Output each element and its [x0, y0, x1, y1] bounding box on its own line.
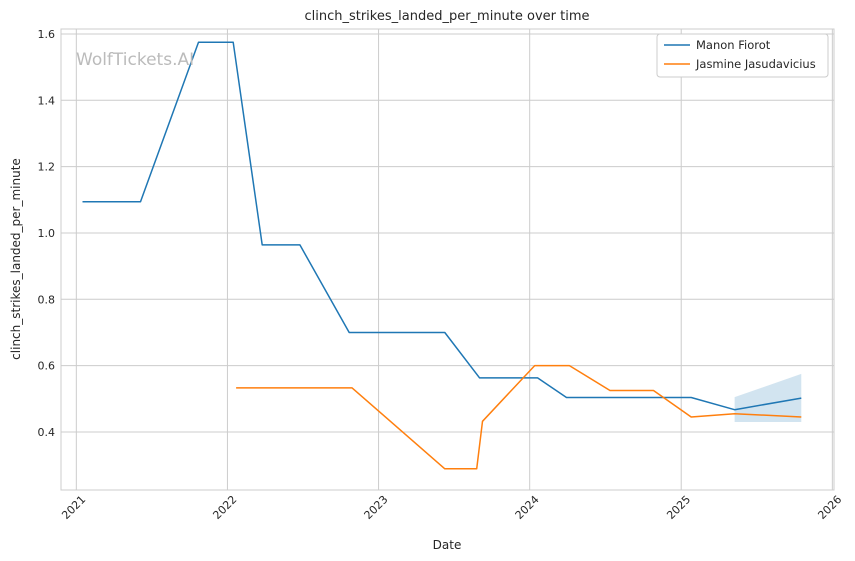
y-tick-label: 1.2 [38, 161, 56, 174]
legend-label-jasmine-jasudavicius: Jasmine Jasudavicius [695, 57, 816, 71]
y-tick-label: 1.0 [38, 227, 56, 240]
x-tick-label: 2024 [513, 493, 542, 522]
series-line-1 [236, 364, 802, 470]
y-tick-label: 1.4 [38, 94, 56, 107]
legend: Manon Fiorot Jasmine Jasudavicius [656, 33, 829, 78]
y-axis-label: clinch_strikes_landed_per_minute [9, 158, 23, 360]
x-tick-label: 2021 [59, 493, 88, 522]
y-tick-label: 1.6 [38, 28, 56, 41]
series-line-0 [82, 41, 802, 411]
y-tick-label: 0.4 [38, 426, 56, 439]
y-tick-label: 0.6 [38, 360, 56, 373]
plot-background [60, 28, 835, 491]
x-tick-label: 2026 [815, 493, 844, 522]
legend-box [656, 33, 829, 78]
watermark: WolfTickets.AI [76, 50, 194, 70]
y-axis-ticks: 0.4 0.6 0.8 1.0 1.2 1.4 1.6 [38, 28, 56, 439]
x-tick-label: 2023 [362, 493, 391, 522]
confidence-bands [734, 373, 802, 423]
x-tick-label: 2022 [210, 493, 239, 522]
x-axis-label: Date [433, 538, 462, 552]
x-tick-label: 2025 [664, 493, 693, 522]
y-tick-label: 0.8 [38, 293, 56, 306]
series-lines [82, 41, 802, 470]
chart-title: clinch_strikes_landed_per_minute over ti… [304, 9, 589, 24]
legend-label-manon-fiorot: Manon Fiorot [696, 38, 771, 52]
series-band-0 [734, 373, 802, 423]
x-axis-ticks: 2021 2022 2023 2024 2025 2026 [59, 493, 844, 522]
